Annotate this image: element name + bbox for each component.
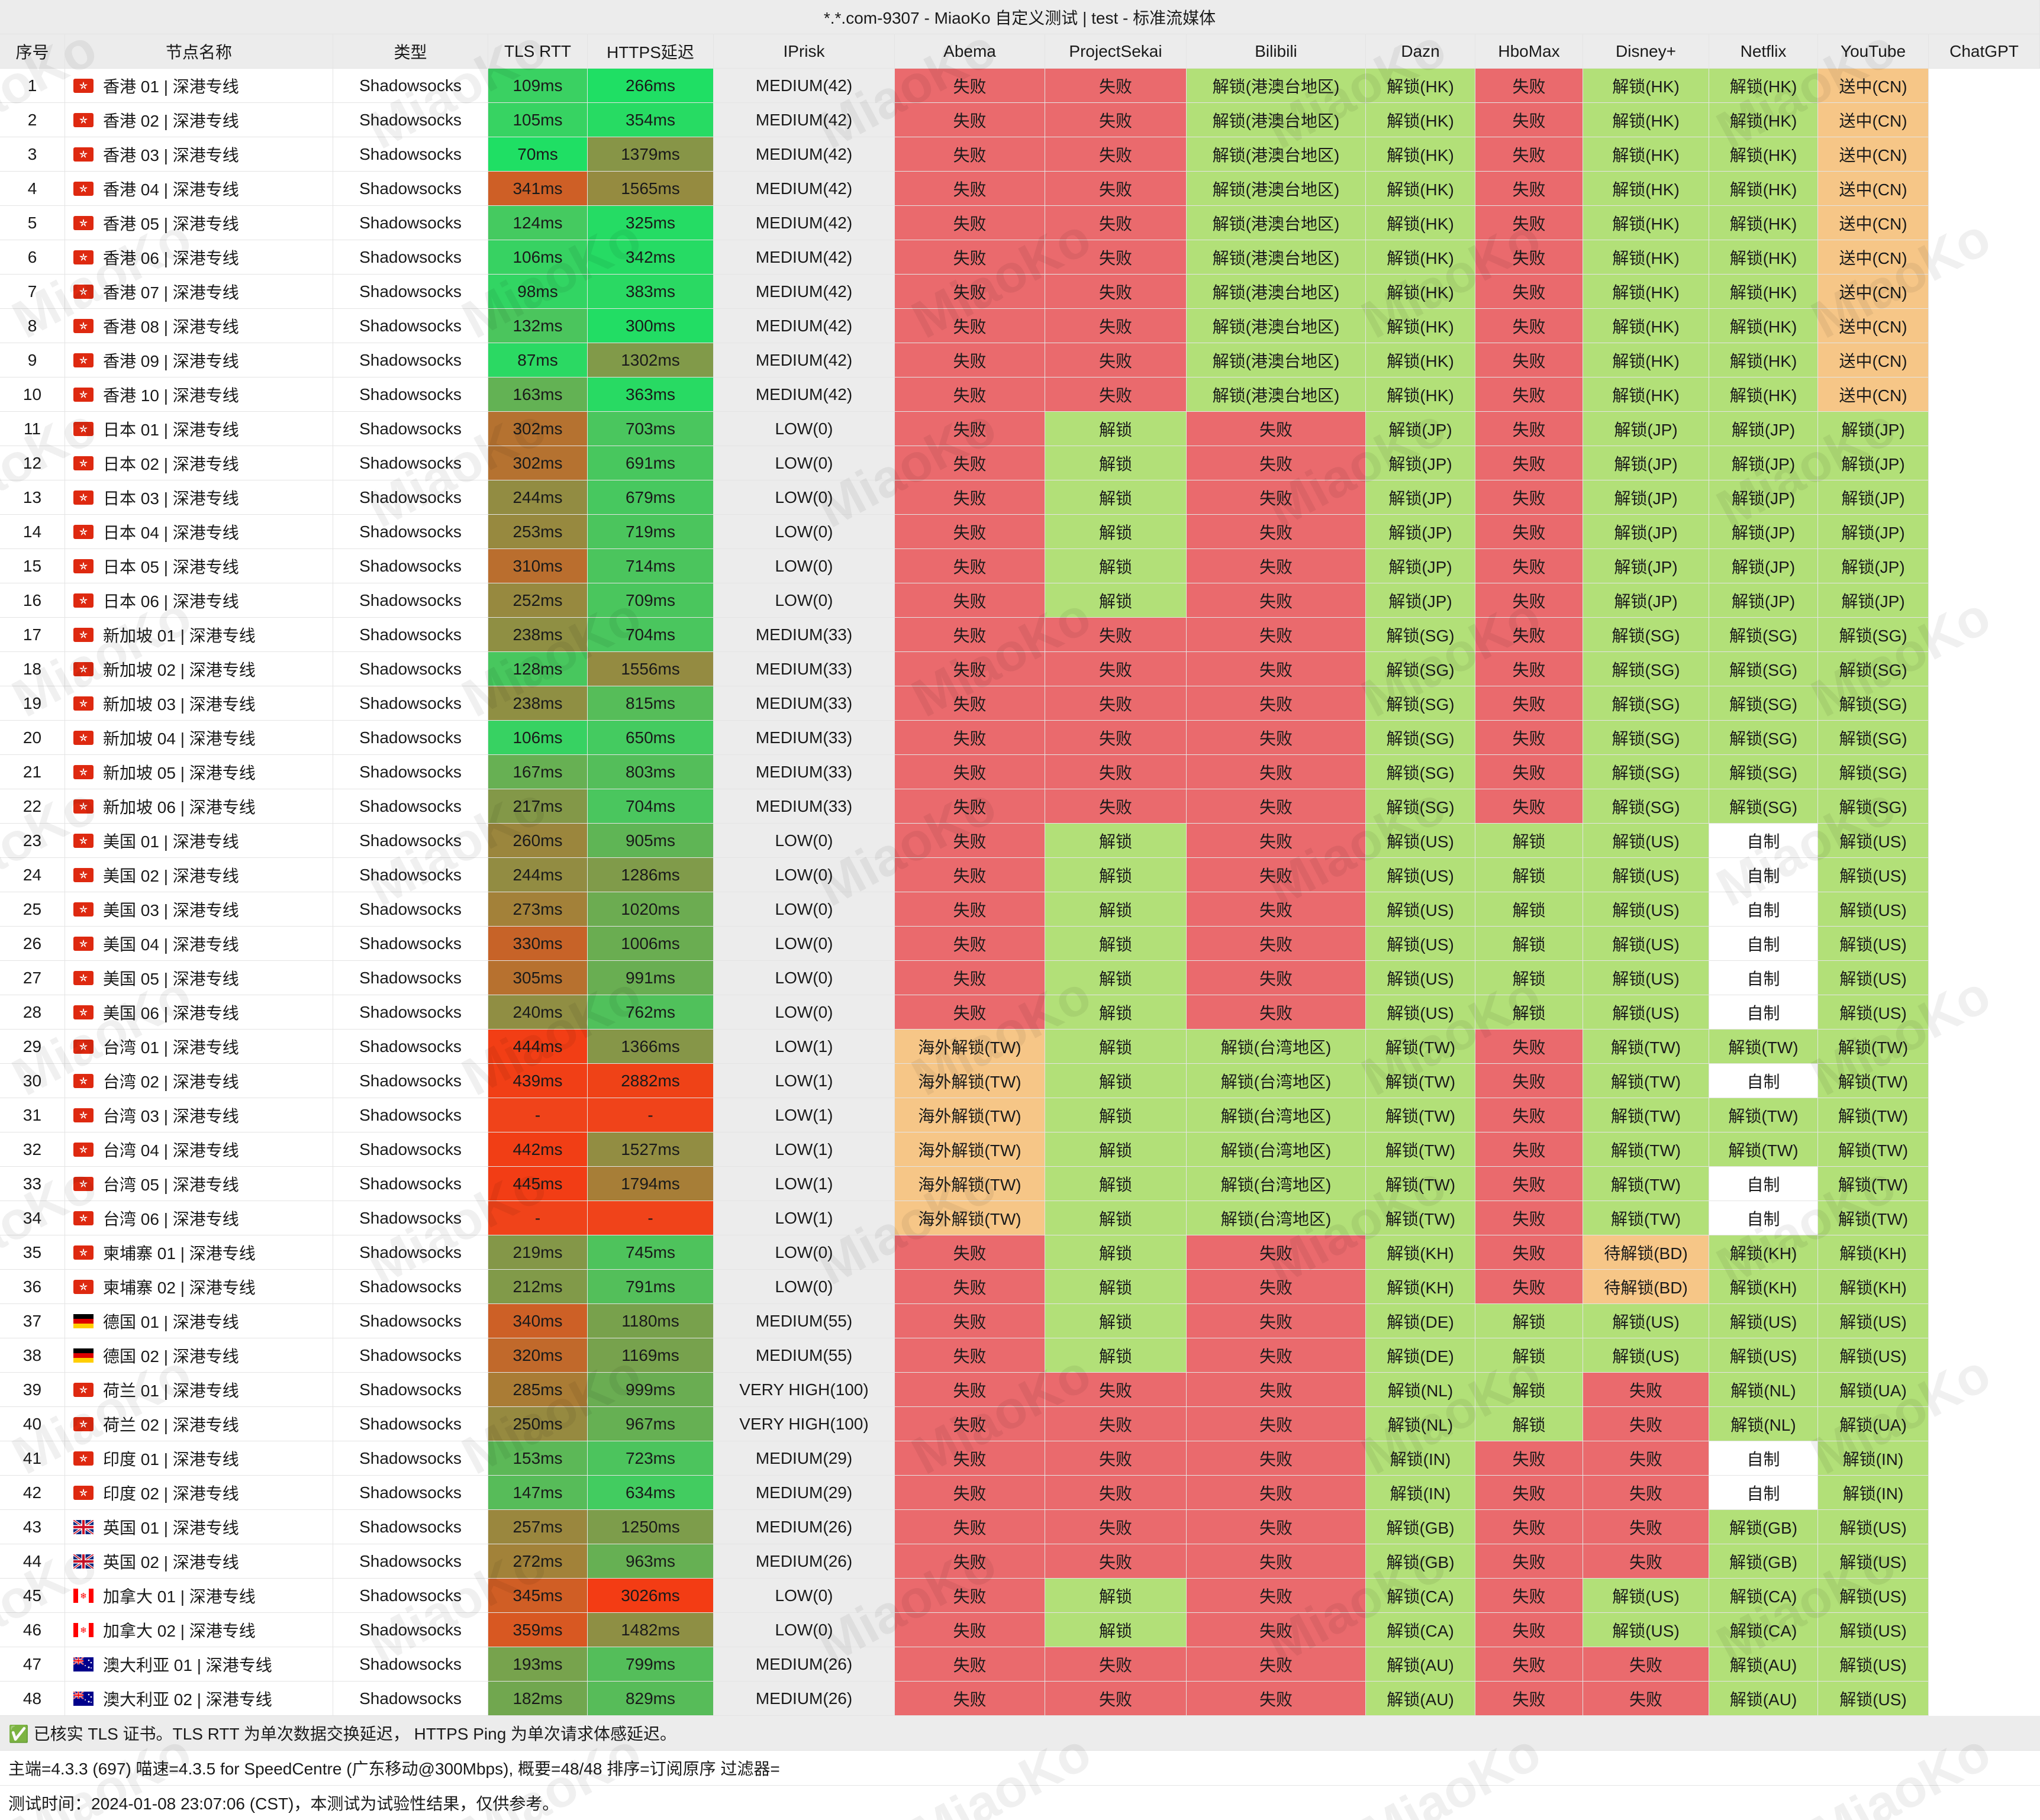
svg-text:❄: ❄ bbox=[80, 1591, 87, 1600]
svg-text:❄: ❄ bbox=[80, 1625, 87, 1635]
